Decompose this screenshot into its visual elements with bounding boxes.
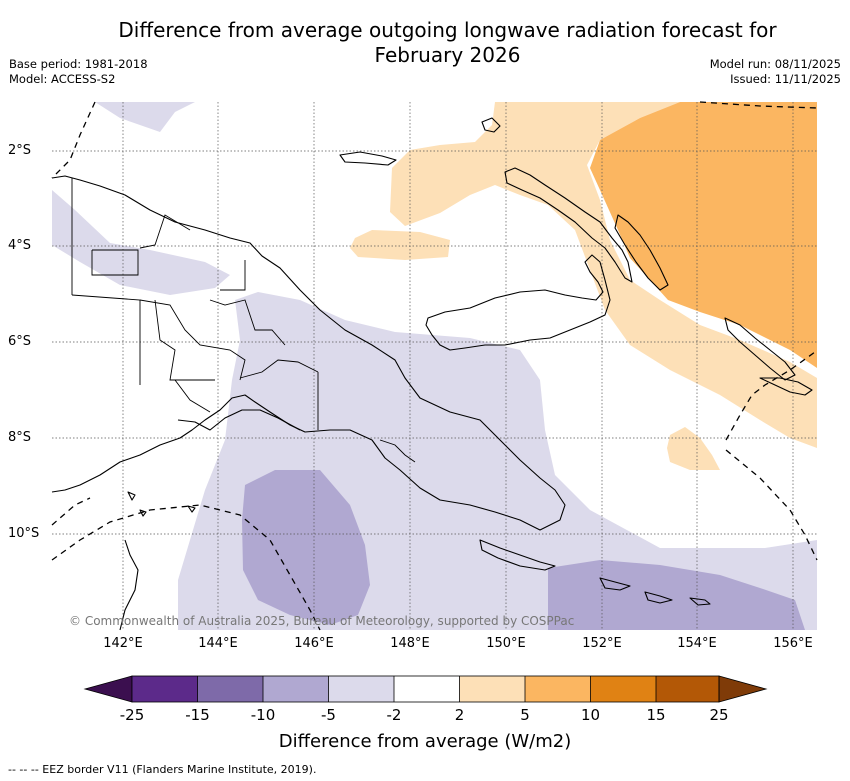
new-guinea-coastline (51, 175, 566, 531)
colorbar-bin-8 (590, 676, 656, 702)
model-run: Model run: 08/11/2025 (709, 57, 841, 71)
anomaly-region-orange-ne (590, 102, 817, 368)
colorbar-bin-1 (132, 676, 198, 702)
colorbar-bin-7 (525, 676, 591, 702)
colorbar-tick-label: -25 (119, 706, 145, 724)
lat-label: 4°S (8, 238, 32, 253)
admiralty-islands-coastline (339, 151, 397, 166)
lon-label: 142°E (103, 636, 143, 651)
map-title: Difference from average outgoing longwav… (100, 18, 795, 68)
colorbar-tick-label: 2 (454, 706, 465, 724)
anomaly-region-purple-south (242, 470, 370, 625)
colorbar-tick-label: 10 (580, 706, 601, 724)
louisiade-islands-coastline (599, 577, 711, 606)
anomaly-region-purple-southeast (548, 560, 805, 630)
coastlines (51, 117, 813, 631)
meta-left: Base period: 1981-2018 Model: ACCESS-S2 (9, 57, 148, 87)
colorbar-tick-label: -10 (250, 706, 276, 724)
issued-date: Issued: 11/11/2025 (730, 72, 841, 86)
province-borders (71, 178, 416, 463)
eez-legend: -- -- -- EEZ border V11 (Flanders Marine… (8, 763, 317, 776)
milne-bay-islands-coastline (479, 539, 556, 571)
lon-label: 144°E (198, 636, 238, 651)
colorbar-bin-2 (197, 676, 263, 702)
new-britain-coastline (425, 254, 611, 351)
colorbar-bin-6 (459, 676, 525, 702)
colorbar-tick-label: 15 (646, 706, 666, 724)
solomon-islands-coastline-2 (759, 377, 813, 396)
lon-label: 156°E (773, 636, 813, 651)
gulf-coastline (177, 409, 301, 431)
colorbar (83, 675, 768, 703)
colorbar-bin-9 (656, 676, 719, 702)
base-period: Base period: 1981-2018 (9, 57, 148, 71)
solomon-islands-coastline (724, 317, 796, 381)
model-name: Model: ACCESS-S2 (9, 72, 116, 86)
anomaly-region-light-orange-island (350, 230, 450, 260)
title-line-1: Difference from average outgoing longwav… (118, 18, 777, 42)
meta-right: Model run: 08/11/2025 Issued: 11/11/2025 (710, 57, 841, 87)
colorbar-tick-label: 5 (520, 706, 530, 724)
title-line-2: February 2026 (374, 43, 521, 67)
lon-label: 150°E (486, 636, 526, 651)
colorbar-extend-high (718, 675, 768, 703)
new-ireland-coastline (504, 167, 633, 283)
colorbar-tick-label: -5 (321, 706, 336, 724)
cape-york-coastline (119, 539, 139, 631)
colorbar-tick-label: -2 (386, 706, 402, 724)
colorbar-bin-5 (394, 676, 460, 702)
colorbar-tick-label: -15 (185, 706, 210, 724)
colorbar-title: Difference from average (W/m2) (278, 731, 572, 752)
copyright-notice: © Commonwealth of Australia 2025, Bureau… (69, 614, 575, 628)
lon-label: 154°E (677, 636, 717, 651)
new-hanover-coastline (481, 117, 501, 133)
lat-label: 6°S (8, 334, 32, 349)
colorbar-tick-label: 25 (709, 706, 729, 724)
anomaly-region-light-purple-west (52, 190, 230, 295)
colorbar-bin-4 (328, 676, 394, 702)
lat-label: 2°S (8, 143, 32, 158)
bougainville-coastline (614, 214, 669, 291)
lon-label: 146°E (294, 636, 334, 651)
colorbar-extend-low (83, 675, 133, 703)
anomaly-region-light-orange-small (667, 427, 720, 470)
lat-label: 8°S (8, 430, 32, 445)
anomaly-region-light-purple-nw (52, 102, 195, 132)
lat-label: 10°S (8, 526, 40, 541)
colorbar-bin-3 (263, 676, 329, 702)
lon-label: 148°E (390, 636, 430, 651)
lon-label: 152°E (582, 636, 622, 651)
eez-borders (51, 101, 818, 631)
